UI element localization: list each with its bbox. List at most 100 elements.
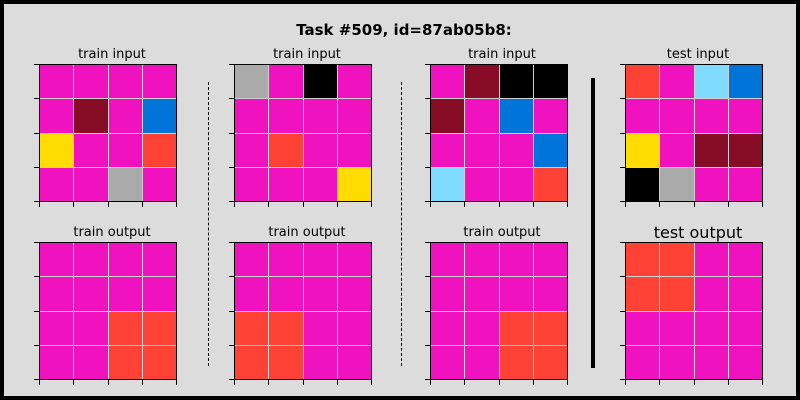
grid-cell <box>269 133 303 167</box>
grid-train-input-3 <box>430 64 568 202</box>
axis-tick <box>34 98 39 99</box>
axis-tick <box>620 64 625 65</box>
grid-cell <box>108 65 142 99</box>
grid-cell <box>40 277 74 311</box>
grid-cell <box>269 65 303 99</box>
grid-train-input-1 <box>39 64 177 202</box>
grid-cell <box>660 311 694 345</box>
axis-tick <box>425 379 430 380</box>
grid-cell <box>499 65 533 99</box>
grid-cell <box>337 243 371 277</box>
grid-cell <box>660 243 694 277</box>
axis-tick <box>34 133 39 134</box>
grid-cell <box>108 99 142 133</box>
grid-cell <box>626 277 660 311</box>
axis-tick <box>620 345 625 346</box>
axis-tick <box>337 202 338 207</box>
grid-cell <box>40 243 74 277</box>
axis-tick <box>659 202 660 207</box>
grid-cell <box>142 167 176 201</box>
axis-tick <box>425 167 430 168</box>
axis-tick <box>659 380 660 385</box>
grid-cell <box>40 65 74 99</box>
grid-cell <box>431 277 465 311</box>
panel-label-train-input-1: train input <box>78 47 146 62</box>
divider-dashed-1 <box>208 82 209 366</box>
grid-cell <box>626 167 660 201</box>
grid-cell <box>74 345 108 379</box>
axis-tick <box>229 133 234 134</box>
grid-cell <box>533 133 567 167</box>
axis-tick <box>694 202 695 207</box>
grid-cell <box>728 167 762 201</box>
grid-cell <box>431 311 465 345</box>
grid-cell <box>626 345 660 379</box>
panel-label-test-output: test output <box>653 223 743 242</box>
grid-cell <box>660 65 694 99</box>
grid-cell <box>269 277 303 311</box>
axis-tick <box>337 380 338 385</box>
grid-cell <box>499 133 533 167</box>
axis-tick <box>425 345 430 346</box>
axis-tick <box>694 380 695 385</box>
grid-cell <box>74 167 108 201</box>
axis-tick <box>34 167 39 168</box>
axis-tick <box>229 311 234 312</box>
grid-cell <box>303 277 337 311</box>
axis-tick <box>430 380 431 385</box>
grid-cell <box>660 277 694 311</box>
grid-cell <box>235 311 269 345</box>
grid-cell <box>74 133 108 167</box>
axis-tick <box>620 201 625 202</box>
axis-tick <box>533 380 534 385</box>
axis-tick <box>533 202 534 207</box>
axis-tick <box>371 202 372 207</box>
grid-cell <box>660 99 694 133</box>
grid-cell <box>142 311 176 345</box>
grid-cell <box>303 65 337 99</box>
figure-title: Task #509, id=87ab05b8: <box>296 21 512 39</box>
axis-tick <box>425 311 430 312</box>
grid-cell <box>337 345 371 379</box>
axis-tick <box>176 202 177 207</box>
axis-tick <box>620 276 625 277</box>
grid-test-output <box>625 242 763 380</box>
axis-tick <box>728 202 729 207</box>
axis-tick <box>39 380 40 385</box>
grid-cell <box>40 99 74 133</box>
grid-cell <box>431 133 465 167</box>
grid-train-output-3 <box>430 242 568 380</box>
grid-cell <box>728 243 762 277</box>
grid-cell <box>728 99 762 133</box>
panel-label-train-output-2: train output <box>268 225 346 240</box>
grid-cell <box>499 167 533 201</box>
grid-cell <box>142 243 176 277</box>
grid-train-output-2 <box>234 242 372 380</box>
axis-tick <box>108 380 109 385</box>
grid-cell <box>431 99 465 133</box>
axis-tick <box>464 202 465 207</box>
grid-cell <box>694 99 728 133</box>
grid-cell <box>533 243 567 277</box>
grid-cell <box>728 277 762 311</box>
grid-train-output-1 <box>39 242 177 380</box>
grid-cell <box>533 311 567 345</box>
grid-cell <box>108 243 142 277</box>
grid-cell <box>694 167 728 201</box>
axis-tick <box>229 201 234 202</box>
axis-tick <box>425 242 430 243</box>
grid-cell <box>108 277 142 311</box>
axis-tick <box>268 380 269 385</box>
grid-cell <box>499 311 533 345</box>
axis-tick <box>425 98 430 99</box>
axis-tick <box>34 345 39 346</box>
grid-cell <box>694 345 728 379</box>
grid-test-input <box>625 64 763 202</box>
panel-label-train-input-3: train input <box>468 47 536 62</box>
grid-cell <box>40 311 74 345</box>
grid-cell <box>337 99 371 133</box>
grid-cell <box>303 99 337 133</box>
axis-tick <box>234 380 235 385</box>
axis-tick <box>39 202 40 207</box>
